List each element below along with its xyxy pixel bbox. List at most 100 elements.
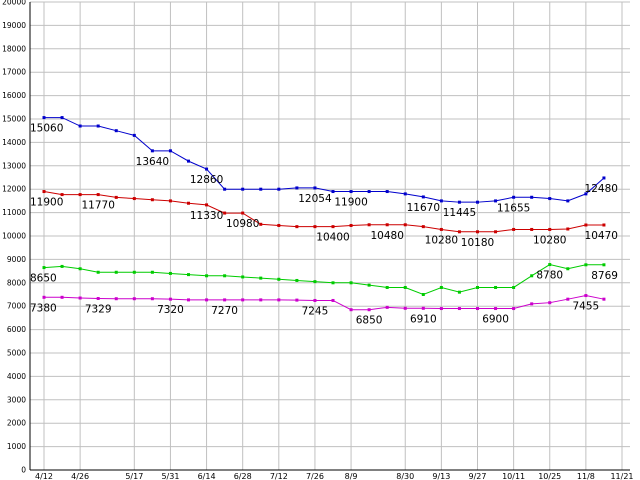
data-point bbox=[602, 263, 606, 267]
data-point bbox=[223, 187, 227, 191]
data-point bbox=[512, 195, 516, 199]
data-point bbox=[295, 186, 299, 190]
data-point bbox=[385, 223, 389, 227]
data-point bbox=[548, 227, 552, 231]
series-line-1 bbox=[43, 191, 604, 233]
x-tick-label: 11/21 bbox=[610, 472, 633, 480]
data-label: 8780 bbox=[536, 270, 563, 282]
data-point bbox=[187, 273, 190, 277]
data-point bbox=[78, 193, 82, 197]
data-label: 11770 bbox=[81, 200, 114, 212]
y-tick-label: 11000 bbox=[2, 208, 26, 217]
x-tick-label: 10/25 bbox=[538, 472, 561, 480]
data-point bbox=[132, 297, 136, 301]
y-tick-label: 8000 bbox=[7, 278, 26, 287]
data-point bbox=[349, 308, 353, 312]
axes bbox=[29, 2, 630, 471]
data-point bbox=[566, 199, 570, 203]
x-tick-label: 4/12 bbox=[35, 472, 53, 480]
data-label: 8650 bbox=[30, 273, 57, 285]
data-point bbox=[566, 267, 570, 271]
data-point bbox=[403, 192, 407, 196]
data-point bbox=[494, 199, 498, 203]
data-point bbox=[367, 223, 371, 227]
data-point bbox=[403, 306, 407, 310]
data-point bbox=[385, 190, 389, 194]
data-point bbox=[259, 187, 263, 191]
data-label: 6850 bbox=[356, 315, 383, 327]
data-label: 11330 bbox=[190, 210, 223, 222]
data-point bbox=[241, 187, 245, 191]
data-point bbox=[476, 230, 479, 234]
data-point bbox=[439, 307, 443, 311]
y-tick-label: 12000 bbox=[2, 185, 26, 194]
x-tick-label: 7/26 bbox=[306, 472, 324, 480]
data-point bbox=[421, 306, 425, 310]
data-point bbox=[349, 190, 353, 194]
data-point bbox=[566, 227, 570, 231]
data-label: 7320 bbox=[157, 304, 184, 316]
data-label: 7380 bbox=[30, 302, 57, 314]
y-tick-label: 19000 bbox=[2, 21, 26, 30]
data-point bbox=[530, 227, 534, 231]
data-point bbox=[403, 285, 407, 289]
data-point bbox=[494, 285, 498, 289]
x-tick-label: 5/17 bbox=[125, 472, 143, 480]
data-point bbox=[331, 190, 335, 194]
data-point bbox=[385, 285, 389, 289]
data-point bbox=[42, 190, 46, 194]
y-axis-ticks: 0 1000 2000 3000 4000 5000 6000 7000 8000 9000 100… bbox=[2, 0, 26, 475]
data-label: 11655 bbox=[497, 202, 530, 214]
data-point bbox=[187, 298, 190, 302]
data-point bbox=[96, 270, 100, 274]
data-label: 11900 bbox=[30, 197, 63, 209]
data-point bbox=[205, 167, 209, 171]
data-point bbox=[78, 267, 82, 271]
data-label: 12054 bbox=[298, 193, 332, 205]
data-point bbox=[295, 225, 299, 229]
y-tick-label: 10000 bbox=[2, 232, 26, 241]
x-tick-label: 10/11 bbox=[502, 472, 525, 480]
y-tick-label: 4000 bbox=[7, 372, 26, 381]
y-tick-label: 9000 bbox=[7, 255, 26, 264]
data-label: 13640 bbox=[136, 156, 169, 168]
y-tick-label: 3000 bbox=[7, 395, 26, 404]
data-label: 11445 bbox=[443, 207, 476, 219]
data-point bbox=[313, 225, 317, 229]
data-point bbox=[313, 280, 317, 284]
data-point bbox=[114, 297, 118, 301]
series-line-2 bbox=[43, 264, 604, 296]
data-point bbox=[132, 197, 136, 201]
data-label: 15060 bbox=[30, 123, 63, 135]
data-label: 7455 bbox=[573, 301, 600, 313]
data-point bbox=[602, 297, 606, 301]
data-point bbox=[187, 159, 190, 163]
data-label: 10480 bbox=[370, 230, 403, 242]
data-point bbox=[241, 298, 245, 302]
data-point bbox=[60, 295, 64, 299]
x-tick-label: 5/31 bbox=[161, 472, 179, 480]
data-point bbox=[241, 275, 245, 279]
data-label: 10470 bbox=[585, 230, 618, 242]
x-tick-label: 6/14 bbox=[198, 472, 216, 480]
data-point bbox=[331, 298, 335, 302]
data-point bbox=[457, 200, 461, 204]
data-point bbox=[277, 187, 281, 191]
data-point bbox=[96, 193, 100, 197]
data-point bbox=[566, 297, 570, 301]
data-label: 7329 bbox=[85, 304, 112, 316]
x-tick-label: 9/13 bbox=[432, 472, 450, 480]
data-point bbox=[78, 296, 82, 300]
y-tick-label: 2000 bbox=[7, 419, 26, 428]
data-point bbox=[60, 116, 64, 120]
data-point bbox=[476, 285, 479, 289]
x-tick-label: 6/28 bbox=[234, 472, 252, 480]
data-point bbox=[277, 277, 281, 281]
data-point bbox=[205, 274, 209, 278]
data-point bbox=[494, 230, 498, 234]
data-point bbox=[476, 307, 479, 311]
series-line-0 bbox=[44, 117, 605, 203]
data-point bbox=[439, 199, 443, 203]
data-point bbox=[385, 305, 389, 309]
